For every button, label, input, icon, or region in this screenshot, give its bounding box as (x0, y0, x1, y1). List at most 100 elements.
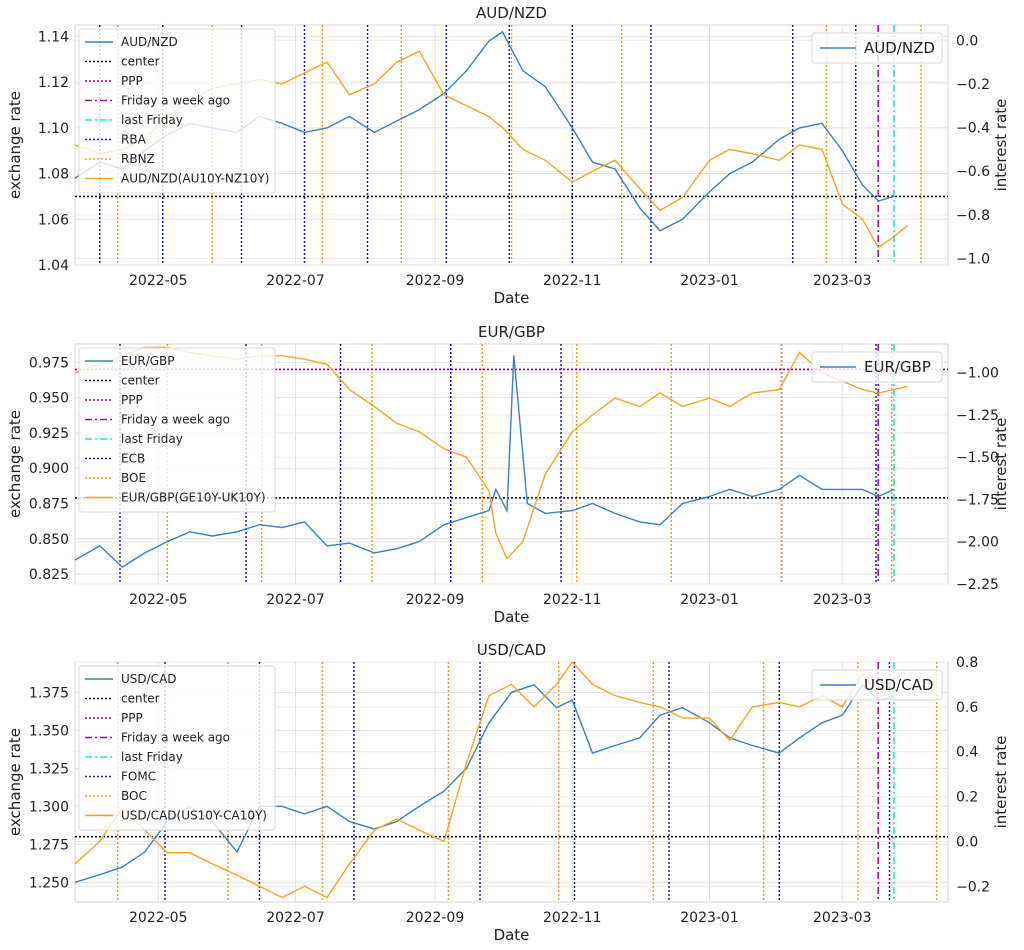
x-tick-label: 2023-01 (680, 592, 739, 608)
legend-box (78, 347, 276, 513)
x-axis-label: Date (494, 926, 530, 944)
legend-label: EUR/GBP (121, 354, 175, 368)
chart-title: USD/CAD (477, 641, 546, 659)
legend-label: EUR/GBP(GE10Y-UK10Y) (121, 491, 266, 505)
x-tick-label: 2023-03 (813, 273, 872, 289)
legend-label: PPP (121, 393, 143, 407)
legend-box (78, 665, 276, 831)
legend-right-label: AUD/NZD (864, 39, 935, 57)
legend-label: Friday a week ago (121, 94, 230, 108)
x-tick-label: 2023-01 (680, 273, 739, 289)
legend-label: ECB (121, 452, 145, 466)
interest-rate-series-line (74, 660, 894, 899)
x-axis-label: Date (494, 289, 530, 307)
y-tick-label: 0.975 (29, 355, 69, 371)
legend-right-box (811, 32, 943, 64)
y-right-tick-label: −0.2 (956, 77, 990, 93)
y-right-tick-label: 0.0 (956, 33, 978, 49)
y-tick-label: 0.825 (29, 567, 69, 583)
legend-label: last Friday (121, 750, 183, 764)
x-tick-label: 2022-11 (543, 273, 602, 289)
y-tick-label: 1.350 (29, 723, 69, 739)
y-axis-label-right: interest rate (992, 418, 1010, 511)
x-tick-label: 2022-07 (266, 910, 325, 926)
legend-main: EUR/GBP center PPP Friday a week ago last Fr… (78, 347, 276, 513)
legend-right: AUD/NZD (811, 32, 943, 64)
legend-label: BOC (121, 789, 147, 803)
y-right-tick-label: −1.0 (956, 251, 990, 267)
x-tick-label: 2022-05 (129, 592, 188, 608)
y-axis-label: exchange rate (6, 728, 24, 836)
y-tick-label: 0.900 (29, 461, 69, 477)
chart-panel-3: 1.250 1.275 1.300 1.325 1.350 1.375 0.8 0.6 0.4 0… (6, 641, 1010, 944)
legend-right-label: EUR/GBP (864, 358, 931, 376)
y-right-tick-label: 0.2 (956, 790, 978, 806)
legend-label: center (121, 692, 160, 706)
x-tick-label: 2022-09 (406, 592, 465, 608)
y-axis-label: exchange rate (6, 91, 24, 199)
legend-label: AUD/NZD(AU10Y-NZ10Y) (121, 172, 269, 186)
y-right-tick-label: −1.25 (956, 408, 999, 424)
y-tick-label: 0.875 (29, 497, 69, 513)
legend-label: center (121, 374, 160, 388)
y-axis-label: exchange rate (6, 410, 24, 518)
x-tick-label: 2023-03 (813, 910, 872, 926)
x-tick-label: 2022-07 (266, 592, 325, 608)
legend-right-box (811, 669, 943, 701)
y-right-tick-label: −0.6 (956, 164, 990, 180)
y-right-tick-label: −1.00 (956, 366, 999, 382)
y-right-tick-label: 0.8 (956, 655, 978, 671)
y-right-tick-label: −1.75 (956, 492, 999, 508)
legend-main: USD/CAD center PPP Friday a week ago last Fr… (78, 665, 276, 831)
y-tick-label: 1.04 (38, 258, 69, 274)
y-right-tick-label: −0.4 (956, 121, 990, 137)
y-right-tick-label: −1.50 (956, 450, 999, 466)
legend-right-label: USD/CAD (864, 676, 933, 694)
legend-label: USD/CAD(US10Y-CA10Y) (121, 809, 267, 823)
y-tick-label: 1.14 (38, 29, 69, 45)
y-right-tick-label: −0.2 (956, 879, 990, 895)
legend-label: BOE (121, 471, 146, 485)
y-tick-label: 1.300 (29, 799, 69, 815)
legend-label: center (121, 55, 160, 69)
y-right-tick-label: 0.6 (956, 700, 978, 716)
x-tick-label: 2022-11 (543, 592, 602, 608)
chart-title: AUD/NZD (476, 4, 547, 22)
y-right-tick-label: 0.4 (956, 745, 978, 761)
y-right-tick-label: −2.00 (956, 535, 999, 551)
x-tick-label: 2022-07 (266, 273, 325, 289)
y-tick-label: 1.12 (38, 75, 69, 91)
y-tick-label: 1.10 (38, 121, 69, 137)
legend-right: EUR/GBP (811, 351, 943, 383)
legend-right: USD/CAD (811, 669, 943, 701)
y-tick-label: 1.275 (29, 837, 69, 853)
y-tick-label: 1.325 (29, 761, 69, 777)
x-tick-label: 2022-05 (129, 910, 188, 926)
legend-label: AUD/NZD (121, 35, 178, 49)
y-tick-label: 1.06 (38, 212, 69, 228)
y-tick-label: 1.08 (38, 167, 69, 183)
y-tick-label: 0.850 (29, 532, 69, 548)
legend-main: AUD/NZD center PPP Friday a week ago last Fr… (78, 28, 276, 194)
legend-label: USD/CAD (121, 672, 177, 686)
legend-label: RBNZ (121, 152, 155, 166)
x-axis-label: Date (494, 608, 530, 626)
exchange-rate-series-line (74, 355, 895, 568)
x-tick-label: 2022-09 (406, 910, 465, 926)
y-axis-label-right: interest rate (992, 736, 1010, 829)
legend-label: Friday a week ago (121, 413, 230, 427)
legend-label: last Friday (121, 432, 183, 446)
y-right-tick-label: −0.8 (956, 208, 990, 224)
legend-label: FOMC (121, 770, 156, 784)
x-tick-label: 2023-01 (680, 910, 739, 926)
y-tick-label: 1.375 (29, 685, 69, 701)
legend-label: PPP (121, 74, 143, 88)
y-axis-label-right: interest rate (992, 99, 1010, 192)
legend-label: last Friday (121, 113, 183, 127)
x-tick-label: 2022-05 (129, 273, 188, 289)
chart-panel-2: 0.825 0.850 0.875 0.900 0.925 0.950 0.975 −1.00… (6, 323, 1010, 626)
legend-label: PPP (121, 711, 143, 725)
legend-label: RBA (121, 133, 147, 147)
